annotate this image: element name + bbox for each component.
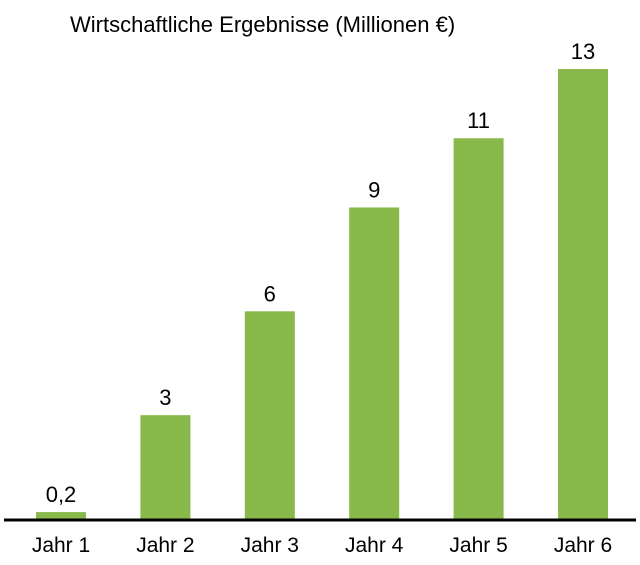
data-label-2: 3: [159, 385, 171, 410]
x-tick-label-1: Jahr 1: [32, 534, 90, 557]
x-tick-label-5: Jahr 5: [449, 534, 507, 557]
bars-group: [36, 69, 608, 519]
x-tick-labels-group: Jahr 1 Jahr 2 Jahr 3 Jahr 4 Jahr 5 Jahr 6: [32, 534, 612, 557]
bar-6: [558, 69, 608, 519]
bar-5: [453, 138, 504, 519]
chart-title: Wirtschaftliche Ergebnisse (Millionen €): [70, 12, 456, 37]
x-tick-label-6: Jahr 6: [554, 534, 612, 557]
x-tick-label-2: Jahr 2: [136, 534, 194, 557]
data-labels-group: 0,2 3 6 9 11 13: [46, 39, 596, 507]
bar-1: [36, 512, 86, 519]
x-tick-label-3: Jahr 3: [241, 534, 299, 557]
data-label-5: 11: [467, 108, 490, 133]
data-label-6: 13: [571, 39, 595, 64]
data-label-1: 0,2: [46, 482, 77, 507]
data-label-3: 6: [264, 281, 276, 306]
x-tick-label-4: Jahr 4: [345, 534, 404, 557]
bar-2: [140, 415, 191, 519]
bar-4: [349, 207, 400, 519]
data-label-4: 9: [368, 177, 380, 202]
bar-3: [244, 311, 295, 519]
